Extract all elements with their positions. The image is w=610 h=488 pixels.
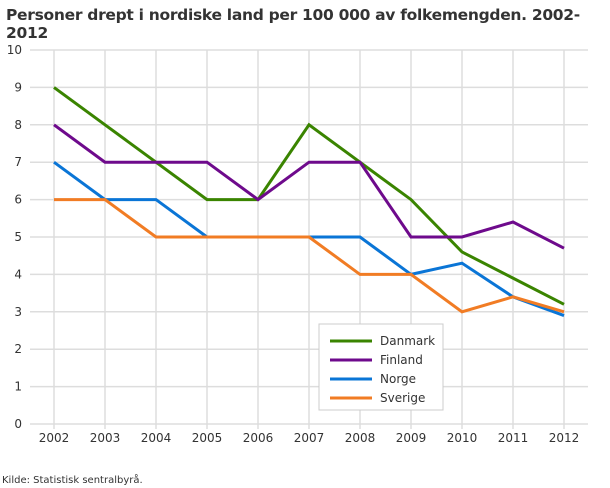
y-tick-label: 10 [7, 43, 22, 57]
legend-label: Norge [380, 372, 416, 386]
y-tick-label: 8 [14, 118, 22, 132]
x-tick-label: 2011 [498, 431, 529, 445]
y-tick-label: 9 [14, 80, 22, 94]
y-tick-label: 3 [14, 305, 22, 319]
y-tick-label: 6 [14, 193, 22, 207]
x-tick-label: 2007 [294, 431, 325, 445]
x-tick-label: 2005 [192, 431, 223, 445]
x-tick-label: 2012 [549, 431, 580, 445]
x-tick-label: 2008 [345, 431, 376, 445]
x-tick-label: 2009 [396, 431, 427, 445]
legend [318, 323, 444, 411]
series-line-finland [53, 123, 565, 250]
y-tick-label: 4 [14, 267, 22, 281]
y-tick-label: 0 [14, 417, 22, 431]
x-tick-label: 2002 [39, 431, 70, 445]
y-tick-label: 5 [14, 230, 22, 244]
x-tick-label: 2010 [447, 431, 478, 445]
source-note: Kilde: Statistisk sentralbyrå. [2, 475, 143, 486]
y-tick-label: 2 [14, 342, 22, 356]
legend-label: Finland [380, 353, 423, 367]
series-line-sverige [54, 198, 565, 314]
x-tick-label: 2004 [141, 431, 172, 445]
x-tick-label: 2006 [243, 431, 274, 445]
y-tick-label: 7 [14, 155, 22, 169]
x-tick-label: 2003 [90, 431, 121, 445]
series-line-danmark [53, 86, 565, 306]
y-tick-label: 1 [14, 380, 22, 394]
chart-title: Personer drept i nordiske land per 100 0… [6, 6, 580, 42]
legend-label: Danmark [380, 334, 435, 348]
legend-label: Sverige [380, 391, 425, 405]
